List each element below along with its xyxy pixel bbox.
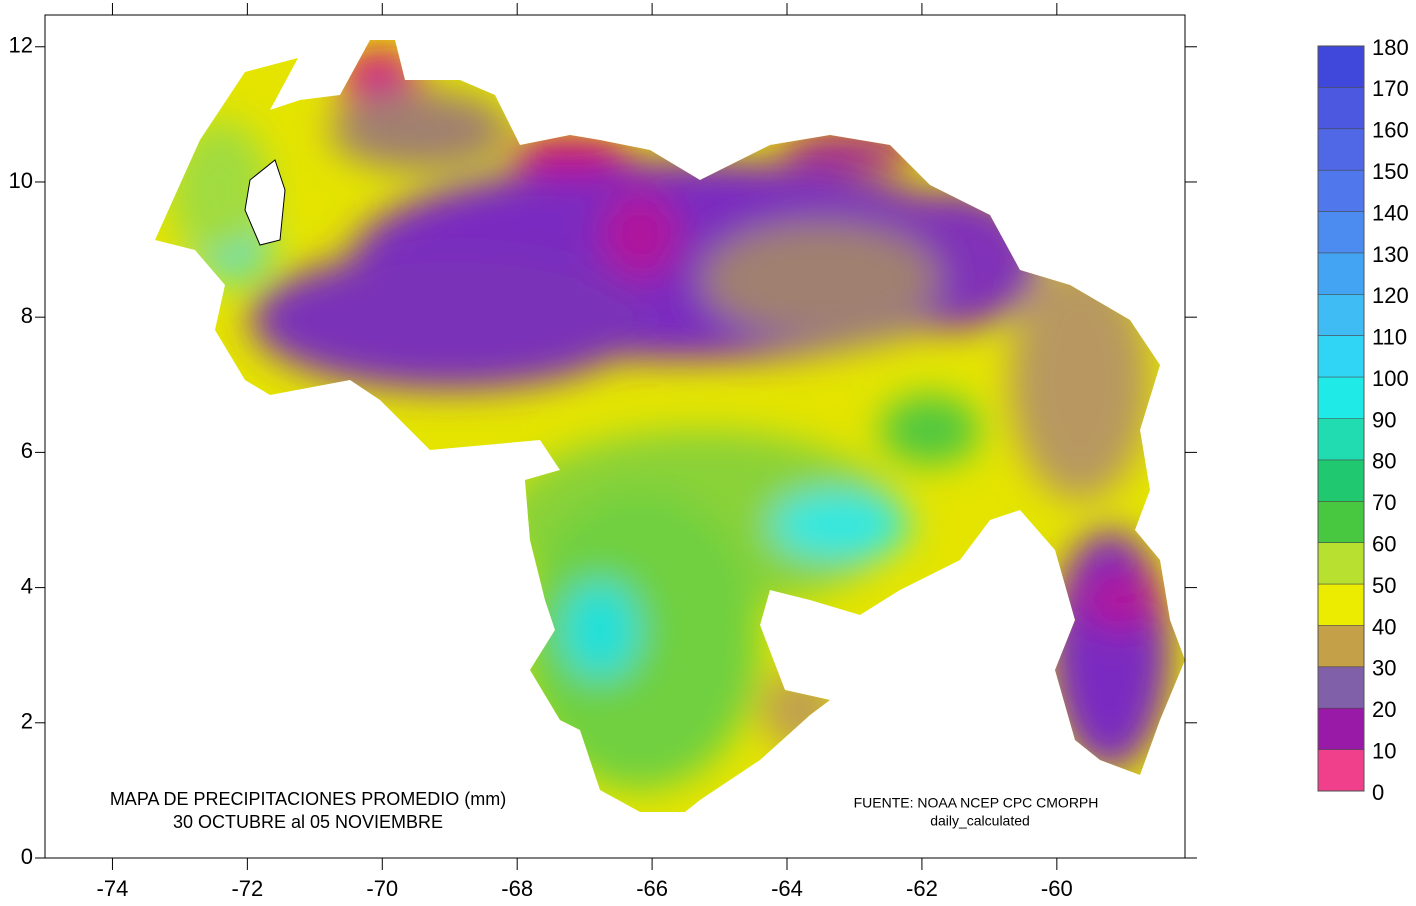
colorbar-band xyxy=(1318,418,1364,460)
colorbar-band xyxy=(1318,708,1364,750)
colorbar-label: 90 xyxy=(1372,407,1396,432)
x-tick-label: -72 xyxy=(231,876,263,901)
x-tick-label: -64 xyxy=(771,876,803,901)
y-tick-label: 8 xyxy=(21,303,33,328)
colorbar-band xyxy=(1318,542,1364,585)
map-subtitle: 30 OCTUBRE al 05 NOVIEMBRE xyxy=(173,812,443,832)
colorbar-label: 50 xyxy=(1372,573,1396,598)
plot-frame xyxy=(44,14,1186,859)
colorbar-label: 60 xyxy=(1372,531,1396,556)
colorbar-band xyxy=(1318,211,1364,253)
y-tick-label: 10 xyxy=(9,168,33,193)
x-tick-label: -66 xyxy=(636,876,668,901)
x-tick-label: -68 xyxy=(501,876,533,901)
colorbar-label: 160 xyxy=(1372,118,1409,143)
x-tick-label: -74 xyxy=(97,876,129,901)
colorbar-band xyxy=(1318,46,1364,88)
y-tick-label: 6 xyxy=(21,438,33,463)
colorbar-label: 100 xyxy=(1372,366,1409,391)
colorbar-band xyxy=(1318,584,1364,626)
colorbar-label: 40 xyxy=(1372,614,1396,639)
map-title: MAPA DE PRECIPITACIONES PROMEDIO (mm) xyxy=(110,789,506,809)
colorbar-label: 30 xyxy=(1372,656,1396,681)
x-tick-label: -60 xyxy=(1041,876,1073,901)
colorbar-band xyxy=(1318,294,1364,336)
colorbar-band xyxy=(1318,625,1364,667)
colorbar-label: 140 xyxy=(1372,200,1409,225)
colorbar-band xyxy=(1318,501,1364,543)
colorbar-band xyxy=(1318,128,1364,171)
colorbar-band xyxy=(1318,377,1364,419)
colorbar-label: 70 xyxy=(1372,490,1396,515)
colorbar-band xyxy=(1318,87,1364,129)
colorbar-label: 0 xyxy=(1372,780,1384,805)
x-tick-label: -70 xyxy=(366,876,398,901)
colorbar-band xyxy=(1318,170,1364,212)
colorbar-label: 170 xyxy=(1372,76,1409,101)
y-tick-label: 0 xyxy=(21,844,33,869)
colorbar-band xyxy=(1318,335,1364,378)
colorbar-label: 180 xyxy=(1372,35,1409,60)
colorbar-band xyxy=(1318,749,1364,791)
source: FUENTE: NOAA NCEP CPC CMORPH xyxy=(854,795,1099,811)
colorbar-band xyxy=(1318,666,1364,709)
precipitation-field xyxy=(155,40,1185,812)
colorbar-label: 110 xyxy=(1372,325,1407,350)
y-tick-label: 12 xyxy=(9,33,33,58)
colorbar-label: 10 xyxy=(1372,738,1396,763)
colorbar-band xyxy=(1318,252,1364,295)
colorbar-label: 130 xyxy=(1372,242,1409,267)
x-tick-label: -62 xyxy=(906,876,938,901)
colorbar-label: 150 xyxy=(1372,159,1409,184)
colorbar-band xyxy=(1318,459,1364,502)
y-tick-label: 4 xyxy=(21,573,33,598)
source-note: daily_calculated xyxy=(930,813,1030,829)
colorbar-label: 120 xyxy=(1372,283,1409,308)
colorbar-label: 20 xyxy=(1372,697,1396,722)
colorbar-label: 80 xyxy=(1372,449,1396,474)
y-tick-label: 2 xyxy=(21,709,33,734)
